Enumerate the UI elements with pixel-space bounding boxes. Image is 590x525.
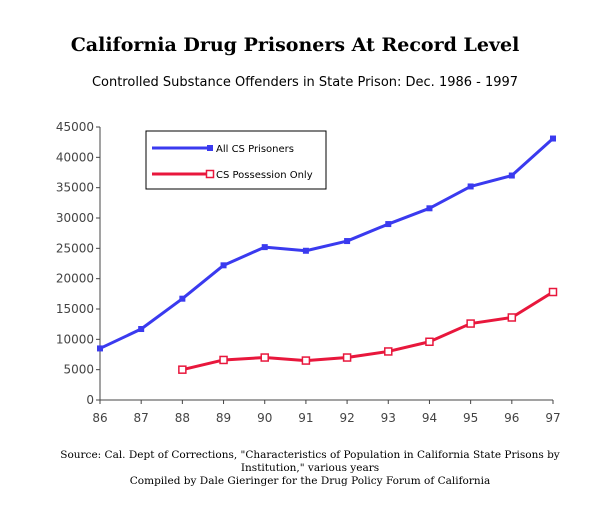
y-tick-label: 35000 [56,181,94,195]
y-tick-label: 40000 [56,150,94,164]
data-point [301,356,311,365]
x-tick-label: 95 [463,411,478,425]
y-tick-label: 20000 [56,272,94,286]
data-point [261,244,268,251]
data-point [426,205,433,212]
legend: All CS Prisoners CS Possession Only [145,130,327,190]
y-tick-label: 45000 [56,120,94,134]
y-tick-label: 10000 [56,332,94,346]
axes: 0 5000 10000 15000 20000 25000 30000 35000 40000… [56,120,561,425]
y-tick-label: 30000 [56,211,94,225]
series-2 [178,287,558,374]
x-tick-label: 94 [422,411,437,425]
x-tick-label: 93 [381,411,396,425]
x-tick-label: 88 [175,411,190,425]
x-tick-label: 89 [216,411,231,425]
x-tick-label: 90 [257,411,272,425]
x-tick-label: 97 [545,411,560,425]
data-point [260,353,269,362]
series-layer [97,135,558,374]
legend-item: CS Possession Only [152,169,313,181]
chart-title: California Drug Prisoners At Record Leve… [70,34,520,56]
data-point [179,295,186,302]
data-point [467,183,474,190]
x-tick-label: 96 [504,411,519,425]
x-tick-label: 92 [339,411,354,425]
data-point [548,287,558,297]
data-point [550,135,556,142]
data-point [138,326,145,333]
data-point [220,262,227,269]
x-tick-label: 86 [92,411,107,425]
data-point [507,313,517,322]
data-point [178,365,187,374]
y-tick-label: 15000 [56,302,94,316]
legend-box [145,130,327,190]
y-tick-label: 0 [86,393,94,407]
data-point [384,347,393,356]
data-point [466,319,475,328]
data-point [219,355,228,365]
series-1 [97,135,556,352]
data-point [385,221,392,228]
data-point [342,353,352,362]
legend-label: All CS Prisoners [216,144,294,155]
y-tick-label: 5000 [63,363,94,377]
legend-label: CS Possession Only [216,170,313,181]
series-line [182,290,554,372]
chart-subtitle: Controlled Substance Offenders in State … [91,75,519,90]
legend-marker [205,169,215,179]
source-line-1: Source: Cal. Dept of Corrections, "Chara… [60,449,560,461]
data-point [302,247,309,254]
legend-item: All CS Prisoners [152,144,294,155]
data-point [508,172,515,179]
x-tick-label: 87 [134,411,149,425]
x-tick-label: 91 [298,411,313,425]
source-line-3: Compiled by Dale Gieringer for the Drug … [129,475,491,487]
data-point [97,345,103,352]
y-tick-label: 25000 [56,241,94,255]
series-line [99,137,555,350]
source-line-2: Institution," various years [240,462,380,474]
data-point [425,337,434,347]
legend-marker [207,145,213,151]
data-point [344,238,351,245]
